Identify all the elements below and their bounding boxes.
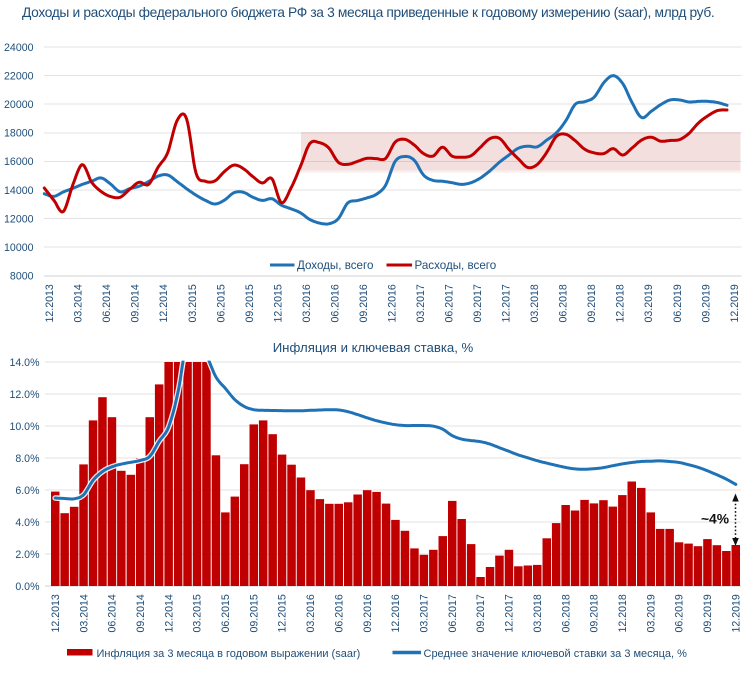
svg-text:09.2019: 09.2019 [700,284,712,322]
svg-text:Расходы, всего: Расходы, всего [415,259,497,272]
svg-text:20000: 20000 [4,99,34,111]
svg-text:12.2017: 12.2017 [501,284,513,322]
svg-text:06.2015: 06.2015 [215,284,227,322]
svg-text:03.2016: 03.2016 [305,594,317,632]
svg-text:09.2018: 09.2018 [586,284,598,322]
svg-text:03.2017: 03.2017 [415,284,427,322]
svg-text:03.2015: 03.2015 [187,284,199,322]
svg-text:03.2018: 03.2018 [532,594,544,632]
svg-text:12.2013: 12.2013 [44,284,56,322]
svg-text:16000: 16000 [4,156,34,168]
svg-text:8.0%: 8.0% [15,453,40,465]
svg-text:06.2014: 06.2014 [101,284,113,322]
svg-text:09.2016: 09.2016 [362,594,374,632]
svg-text:03.2014: 03.2014 [78,594,90,632]
svg-text:~4%: ~4% [701,512,729,527]
svg-text:12.2016: 12.2016 [387,284,399,322]
svg-text:03.2019: 03.2019 [643,284,655,322]
svg-text:12.2015: 12.2015 [277,594,289,632]
svg-text:09.2015: 09.2015 [248,594,260,632]
svg-text:09.2019: 09.2019 [702,594,714,632]
svg-text:09.2016: 09.2016 [358,284,370,322]
svg-text:24000: 24000 [4,42,34,54]
svg-text:03.2018: 03.2018 [529,284,541,322]
svg-text:12.2019: 12.2019 [729,284,741,322]
svg-text:18000: 18000 [4,128,34,140]
svg-text:12000: 12000 [4,213,34,225]
svg-text:12.2019: 12.2019 [730,594,742,632]
svg-text:06.2014: 06.2014 [107,594,119,632]
svg-text:6.0%: 6.0% [15,485,40,497]
svg-text:03.2014: 03.2014 [73,284,85,322]
svg-text:09.2018: 09.2018 [589,594,601,632]
svg-text:12.2016: 12.2016 [390,594,402,632]
svg-text:03.2015: 03.2015 [192,594,204,632]
svg-text:12.2018: 12.2018 [617,594,629,632]
svg-text:12.2018: 12.2018 [615,284,627,322]
svg-text:14000: 14000 [4,185,34,197]
svg-text:06.2016: 06.2016 [334,594,346,632]
svg-text:06.2017: 06.2017 [444,284,456,322]
svg-text:09.2017: 09.2017 [475,594,487,632]
svg-text:10000: 10000 [4,242,34,254]
svg-text:06.2019: 06.2019 [672,284,684,322]
svg-text:09.2014: 09.2014 [135,594,147,632]
svg-text:03.2019: 03.2019 [645,594,657,632]
svg-text:06.2019: 06.2019 [674,594,686,632]
svg-text:8000: 8000 [10,271,34,283]
svg-text:12.2015: 12.2015 [272,284,284,322]
svg-text:06.2015: 06.2015 [220,594,232,632]
svg-text:03.2017: 03.2017 [419,594,431,632]
svg-text:12.2013: 12.2013 [50,594,62,632]
svg-text:06.2018: 06.2018 [560,594,572,632]
svg-text:03.2016: 03.2016 [301,284,313,322]
svg-text:09.2014: 09.2014 [130,284,142,322]
svg-text:12.2014: 12.2014 [158,284,170,322]
svg-text:2.0%: 2.0% [15,549,40,561]
svg-text:4.0%: 4.0% [15,517,40,529]
svg-text:06.2017: 06.2017 [447,594,459,632]
svg-text:12.2017: 12.2017 [504,594,516,632]
svg-text:09.2017: 09.2017 [472,284,484,322]
svg-text:Доходы и расходы федерального: Доходы и расходы федерального бюджета РФ… [22,5,714,20]
svg-text:12.0%: 12.0% [9,389,40,401]
svg-text:0.0%: 0.0% [15,581,40,593]
svg-text:Среднее значение ключевой став: Среднее значение ключевой ставки за 3 ме… [424,648,688,660]
svg-text:09.2015: 09.2015 [244,284,256,322]
svg-text:12.2014: 12.2014 [163,594,175,632]
svg-text:Инфляция и ключевая ставка, %: Инфляция и ключевая ставка, % [273,340,474,355]
svg-text:14.0%: 14.0% [9,357,40,369]
svg-text:Доходы, всего: Доходы, всего [297,259,373,272]
svg-text:06.2018: 06.2018 [558,284,570,322]
svg-text:06.2016: 06.2016 [329,284,341,322]
svg-text:10.0%: 10.0% [9,421,40,433]
svg-text:Инфляция за 3 месяца в годовом: Инфляция за 3 месяца в годовом выражении… [97,648,361,660]
svg-text:22000: 22000 [4,70,34,82]
